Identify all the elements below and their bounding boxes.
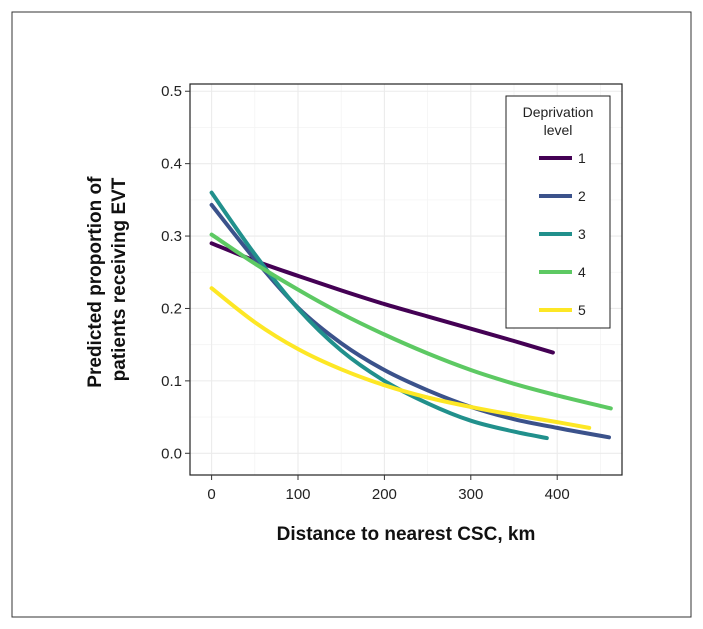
y-tick-label: 0.0 — [161, 445, 182, 462]
legend-label-level-1: 1 — [578, 150, 586, 166]
y-axis-title-line-2: patients receiving EVT — [109, 177, 130, 381]
x-tick-label: 400 — [545, 486, 570, 503]
legend-title-line-2: level — [544, 122, 573, 138]
x-tick-label: 0 — [207, 486, 215, 503]
legend-label-level-3: 3 — [578, 226, 586, 242]
series-lines — [209, 190, 613, 441]
x-tick-label: 100 — [285, 486, 310, 503]
y-axis-title: Predicted proportion of patients receivi… — [85, 171, 130, 387]
series-line-level-3 — [209, 190, 549, 441]
y-tick-label: 0.3 — [161, 228, 182, 245]
legend-box — [505, 95, 611, 329]
x-tick-label: 200 — [372, 486, 397, 503]
y-tick-label: 0.4 — [161, 156, 182, 173]
figure-border — [11, 11, 692, 618]
series-line-level-1 — [209, 241, 555, 355]
series-line-level-4 — [209, 232, 613, 411]
plot-panel-border — [189, 83, 623, 476]
legend-title-line-1: Deprivation — [523, 104, 594, 120]
y-tick-label: 0.2 — [161, 300, 182, 317]
x-tick-label: 300 — [458, 486, 483, 503]
x-axis: 0 100 200 300 400 — [207, 475, 570, 503]
legend: Deprivation level 1 2 3 4 5 — [505, 95, 611, 329]
legend-label-level-2: 2 — [578, 188, 586, 204]
y-tick-label: 0.1 — [161, 373, 182, 390]
legend-items: 1 2 3 4 5 — [539, 150, 586, 318]
legend-label-level-5: 5 — [578, 302, 586, 318]
y-axis-title-line-1: Predicted proportion of — [85, 176, 106, 388]
series-line-level-5 — [209, 286, 592, 430]
y-tick-label: 0.5 — [161, 83, 182, 100]
x-axis-title: Distance to nearest CSC, km — [277, 524, 536, 545]
legend-label-level-4: 4 — [578, 264, 586, 280]
y-axis: 0.0 0.1 0.2 0.3 0.4 0.5 — [161, 83, 190, 462]
